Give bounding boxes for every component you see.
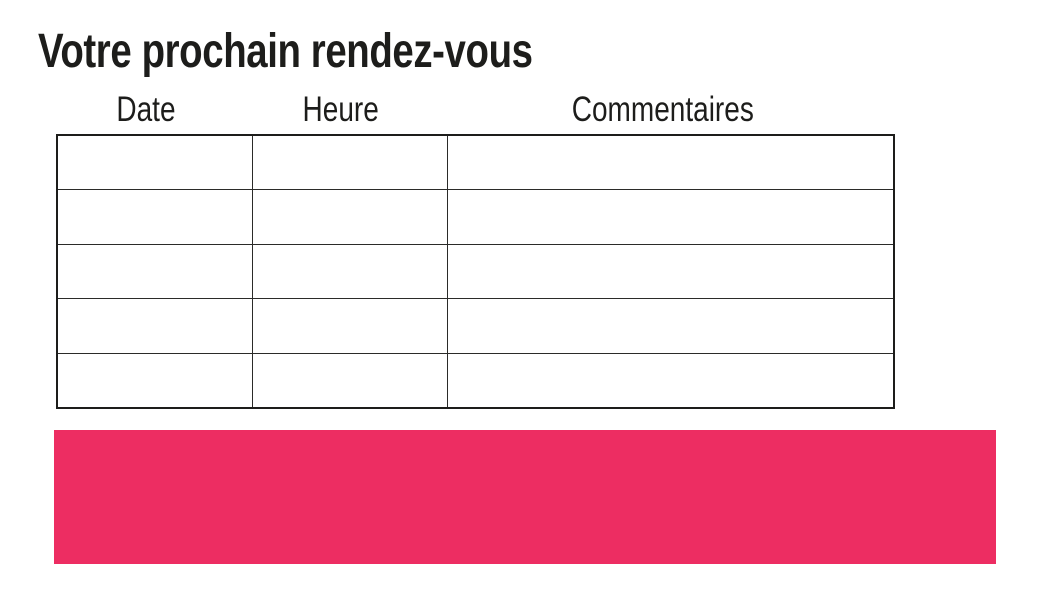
highlight-banner xyxy=(54,430,996,564)
column-header-date: Date xyxy=(48,92,243,127)
table-cell xyxy=(56,189,253,245)
column-header-heure-label: Heure xyxy=(302,90,379,129)
table-row xyxy=(56,189,895,245)
column-header-commentaires: Commentaires xyxy=(438,92,887,127)
table-cell xyxy=(446,134,895,191)
table-cell xyxy=(56,352,253,409)
table-cell xyxy=(251,243,448,300)
table-cell xyxy=(446,298,895,354)
table-row xyxy=(56,352,895,409)
table-row xyxy=(56,134,895,191)
table-cell xyxy=(251,134,448,191)
table-cell xyxy=(56,134,253,191)
column-header-date-label: Date xyxy=(115,90,176,129)
page-title: Votre prochain rendez-vous xyxy=(38,25,533,78)
table-cell xyxy=(251,298,448,354)
table-cell xyxy=(446,189,895,245)
table-row xyxy=(56,243,895,300)
table-cell xyxy=(56,243,253,300)
table-cell xyxy=(251,189,448,245)
column-header-commentaires-label: Commentaires xyxy=(571,90,754,129)
column-header-heure: Heure xyxy=(243,92,438,127)
table-cell xyxy=(251,352,448,409)
table-cell xyxy=(446,352,895,409)
appointments-table-body xyxy=(56,134,895,409)
table-header-row: Date Heure Commentaires xyxy=(48,92,887,127)
table-row xyxy=(56,298,895,354)
table-cell xyxy=(56,298,253,354)
table-cell xyxy=(446,243,895,300)
appointments-table xyxy=(56,134,895,409)
